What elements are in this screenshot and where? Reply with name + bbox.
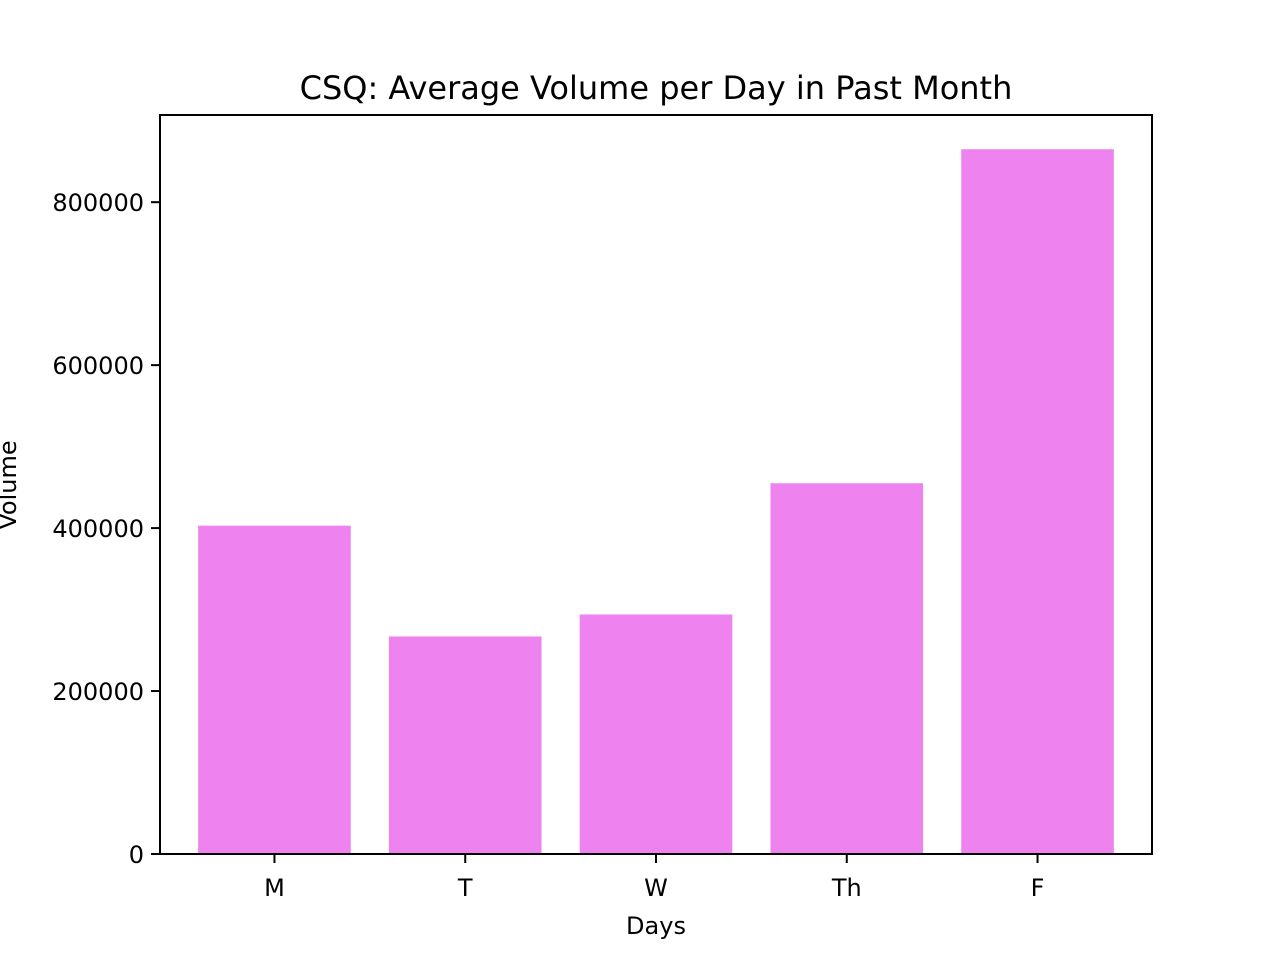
bar-t (388, 636, 542, 854)
bar-th (770, 483, 924, 854)
x-axis-label: Days (626, 912, 686, 940)
y-axis-label: Volume (0, 440, 22, 529)
x-axis-ticks: M T W Th F (264, 854, 1044, 902)
x-tick-label: M (264, 874, 285, 902)
y-axis-ticks: 0 200000 400000 600000 800000 (52, 189, 160, 869)
x-tick-label: Th (831, 874, 862, 902)
bar-m (198, 525, 351, 854)
chart-title: CSQ: Average Volume per Day in Past Mont… (300, 69, 1013, 107)
plot-frame (159, 114, 1153, 855)
y-tick-label: 600000 (52, 352, 144, 380)
x-tick-label: W (644, 874, 668, 902)
x-tick-label: F (1031, 874, 1045, 902)
y-tick-label: 400000 (52, 515, 144, 543)
y-tick-label: 800000 (52, 189, 144, 217)
bars (198, 149, 1114, 855)
x-tick-label: T (457, 874, 473, 902)
bar-w (579, 614, 733, 854)
y-tick-label: 200000 (52, 678, 144, 706)
y-tick-label: 0 (129, 841, 144, 869)
bar-f (961, 149, 1114, 855)
